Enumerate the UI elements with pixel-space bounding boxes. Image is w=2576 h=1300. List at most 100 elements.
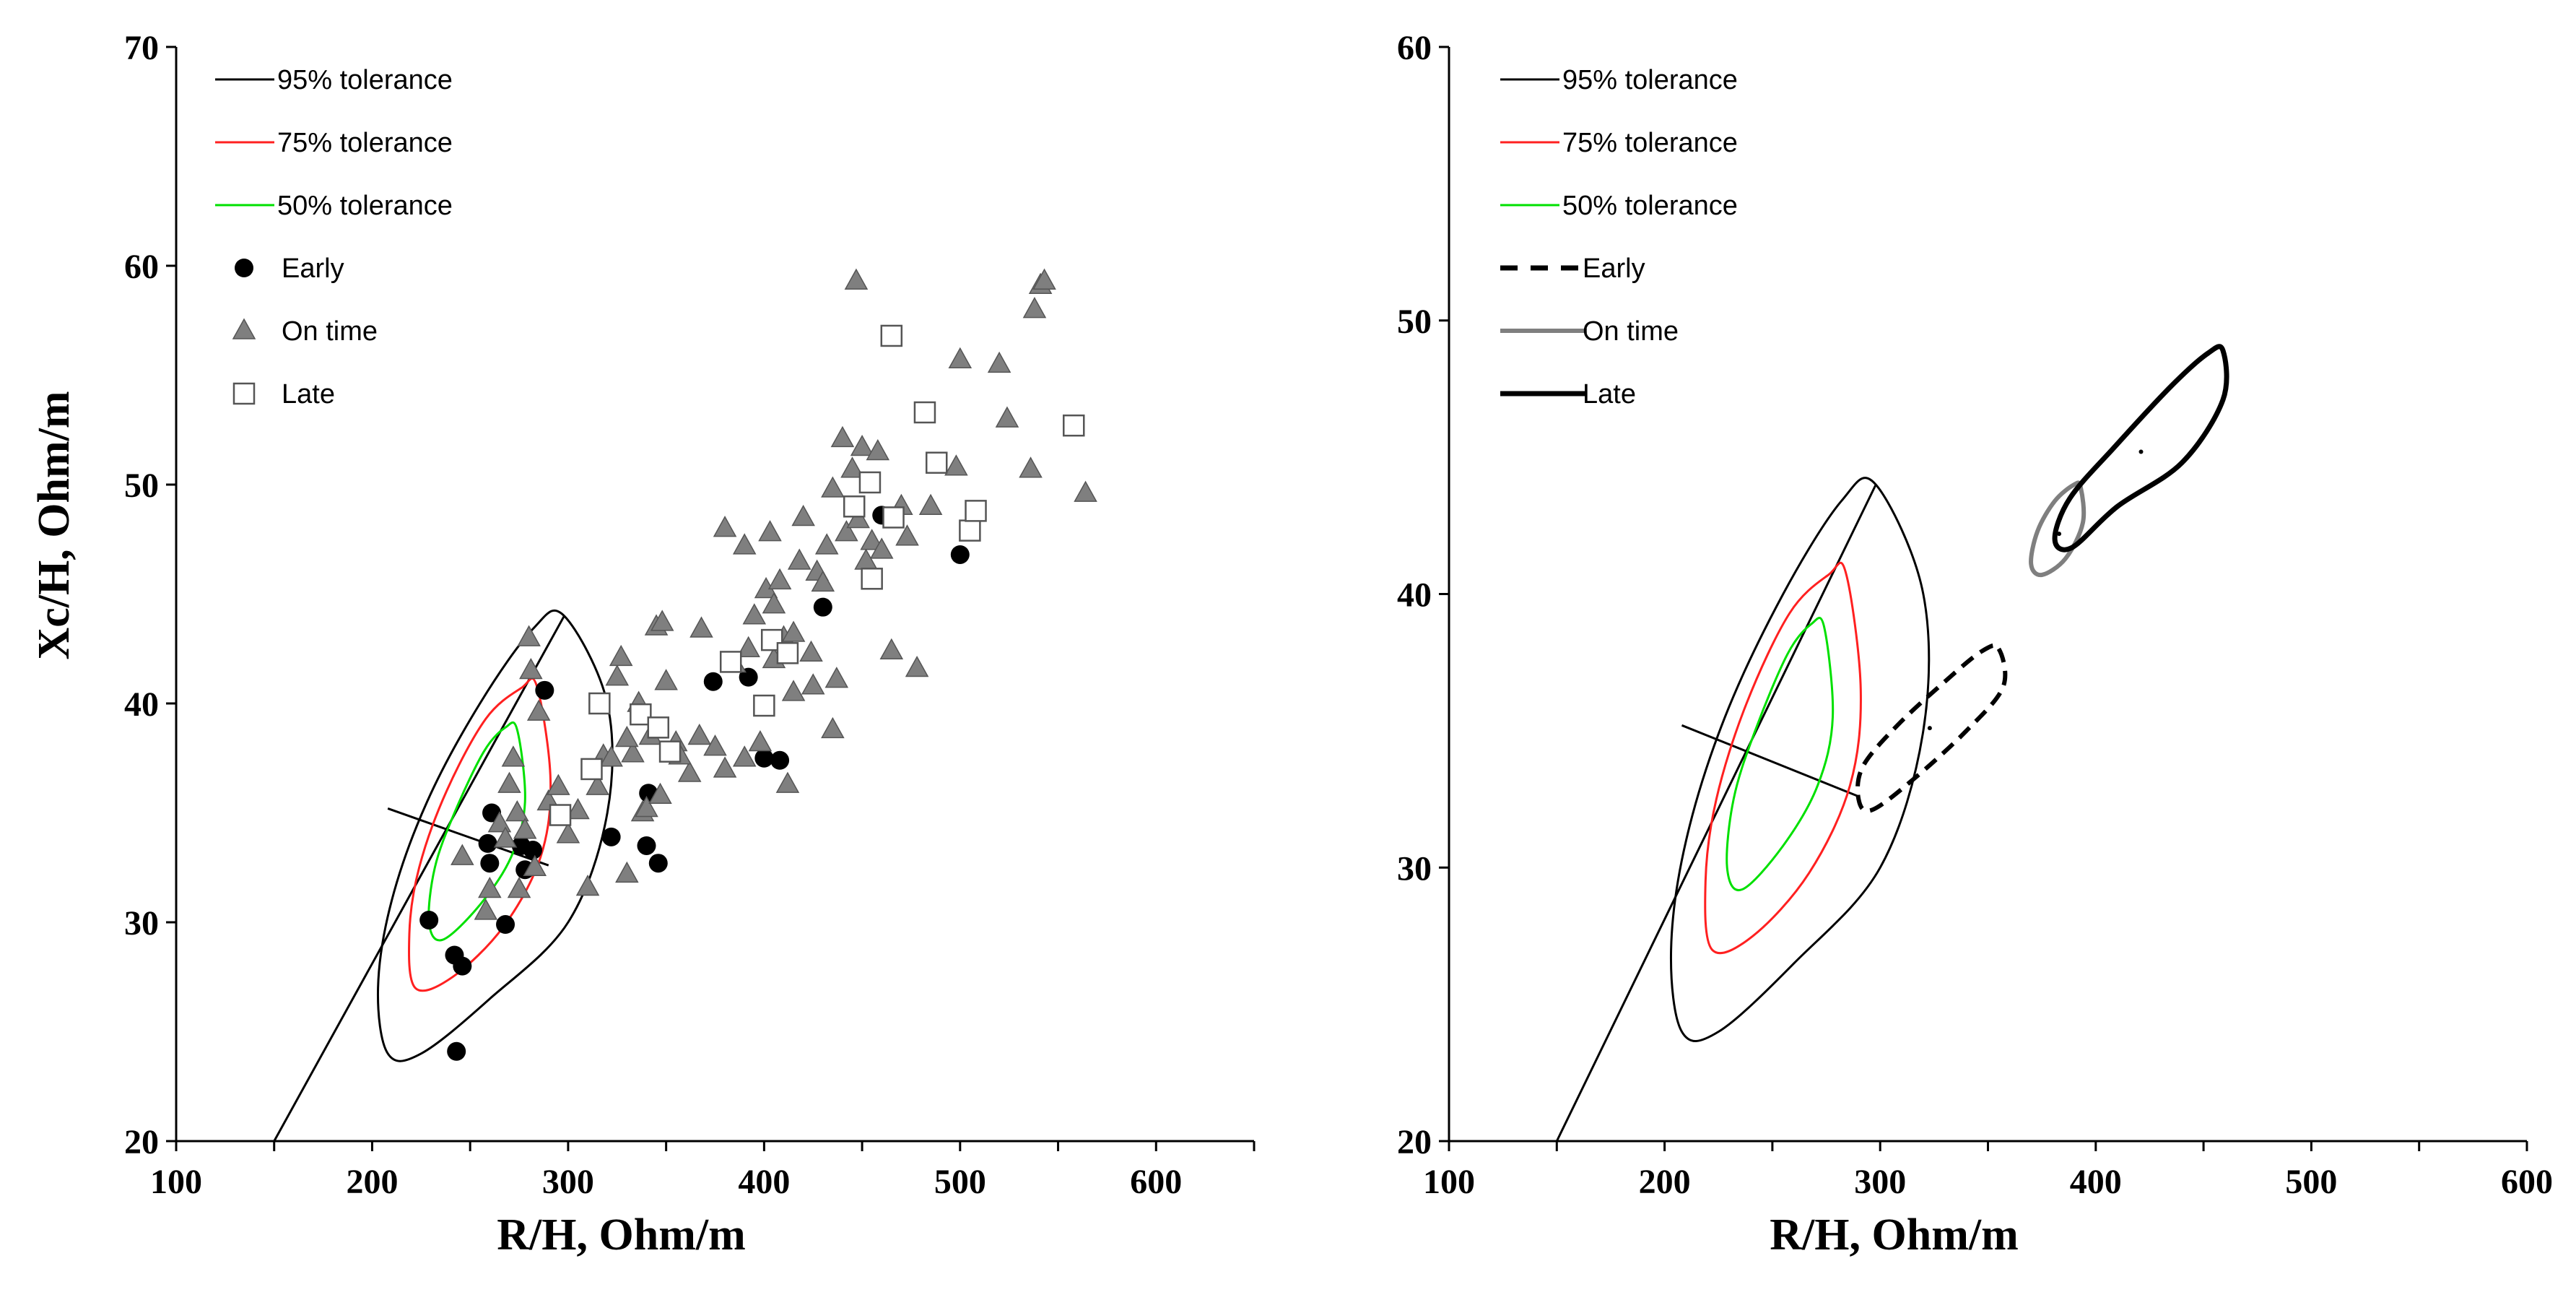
point-on-time	[586, 774, 609, 795]
minor-axis-line	[387, 807, 549, 867]
point-on-time	[689, 616, 713, 638]
y-tick-label: 40	[124, 685, 159, 724]
point-early	[419, 910, 439, 930]
y-tick-label: 20	[1397, 1123, 1432, 1161]
point-on-time	[732, 745, 757, 767]
point-on-time	[687, 723, 712, 745]
legend-label-early: Early	[1583, 254, 1645, 284]
point-late	[843, 495, 866, 518]
left-scatter-panel: 20 30 40 50 60 70 100 200 300 400 500 600 R/H, Ohm/m…	[30, 29, 1256, 1260]
legend-label-late: Late	[282, 379, 335, 410]
point-on-time	[948, 347, 972, 369]
y-tick-label: 60	[124, 248, 159, 286]
legend-label-late: Late	[1583, 379, 1636, 410]
x-tick-label: 100	[150, 1163, 202, 1201]
point-on-time	[713, 756, 737, 778]
legend-label-95-tolerance: 95% tolerance	[1562, 65, 1738, 95]
point-on-time	[850, 434, 874, 456]
legend-label-early: Early	[282, 254, 344, 284]
point-early	[754, 748, 774, 768]
ellipse-75-tolerance	[408, 677, 552, 992]
point-on-time	[609, 644, 633, 667]
point-late	[913, 401, 936, 424]
legend-label-75-tolerance: 75% tolerance	[277, 128, 453, 158]
point-on-time	[762, 592, 786, 614]
point-on-time	[1074, 480, 1097, 502]
point-late	[858, 471, 882, 494]
point-late	[580, 758, 603, 781]
x-tick-label: 400	[2070, 1163, 2122, 1201]
regression-line	[273, 615, 565, 1142]
point-on-time	[1022, 297, 1047, 318]
point-on-time	[517, 625, 541, 646]
point-on-time	[835, 520, 858, 542]
point-on-time	[556, 822, 580, 844]
x-axis-title: R/H, Ohm/m	[1770, 1210, 2018, 1260]
x-tick-label: 600	[2501, 1163, 2553, 1201]
point-on-time	[787, 548, 811, 570]
point-on-time	[497, 771, 521, 793]
point-on-time	[635, 795, 658, 818]
point-on-time	[736, 636, 760, 657]
point-on-time	[1032, 268, 1056, 290]
point-on-time	[844, 268, 869, 290]
point-on-time	[781, 620, 806, 642]
point-on-time	[1019, 456, 1043, 478]
point-on-time	[830, 425, 855, 448]
point-on-time	[905, 655, 929, 677]
point-on-time	[478, 877, 502, 898]
point-on-time	[987, 351, 1011, 373]
point-on-time	[650, 610, 674, 631]
point-on-time	[775, 771, 800, 793]
right-ellipse-panel: 20 30 40 50 60 100 200 300 400 500 600 R/H, Ohm/m 95…	[1397, 29, 2553, 1260]
point-late	[925, 451, 948, 474]
point-early	[480, 854, 500, 873]
point-on-time	[599, 745, 623, 767]
point-on-time	[879, 638, 904, 660]
x-tick-label: 300	[1854, 1163, 1906, 1201]
point-on-time	[732, 533, 757, 555]
point-early	[950, 545, 970, 564]
point-on-time	[821, 476, 845, 498]
ellipse-75-tolerance	[1704, 561, 1862, 955]
point-on-time	[451, 844, 474, 865]
y-tick-label: 40	[1397, 576, 1432, 615]
point-on-time	[866, 439, 890, 461]
legend-label-95-tolerance: 95% tolerance	[277, 65, 453, 95]
x-axis-title: R/H, Ohm/m	[497, 1210, 745, 1260]
point-on-time	[677, 760, 702, 782]
point-late	[882, 506, 905, 529]
y-tick-label: 60	[1397, 29, 1432, 67]
point-on-time	[648, 782, 672, 805]
legend-label-on-time: On time	[282, 316, 378, 347]
group-ellipse-late	[2052, 344, 2229, 552]
point-early	[453, 956, 472, 976]
x-tick-label: 400	[738, 1163, 790, 1201]
point-late	[719, 651, 742, 673]
point-on-time	[615, 725, 639, 748]
y-tick-label: 70	[124, 29, 159, 67]
point-late	[630, 703, 652, 726]
x-tick-label: 100	[1423, 1163, 1475, 1201]
point-on-time	[703, 734, 727, 756]
point-late	[1063, 414, 1085, 437]
point-on-time	[840, 456, 864, 478]
x-tick-label: 600	[1130, 1163, 1182, 1201]
point-on-time	[615, 861, 639, 883]
point-on-time	[995, 406, 1019, 428]
legend-swatch-late	[232, 382, 256, 405]
point-late	[880, 324, 903, 347]
group-ellipse-on-time	[2029, 480, 2087, 578]
point-on-time	[513, 818, 537, 839]
point-on-time	[860, 529, 884, 550]
point-on-time	[791, 504, 815, 526]
y-tick-label: 20	[124, 1123, 159, 1161]
group-centroid-on-time	[2057, 532, 2062, 537]
point-late	[588, 692, 611, 715]
point-on-time	[713, 516, 737, 537]
point-late	[549, 804, 572, 826]
point-late	[776, 642, 799, 664]
group-centroid-early	[1927, 726, 1932, 731]
